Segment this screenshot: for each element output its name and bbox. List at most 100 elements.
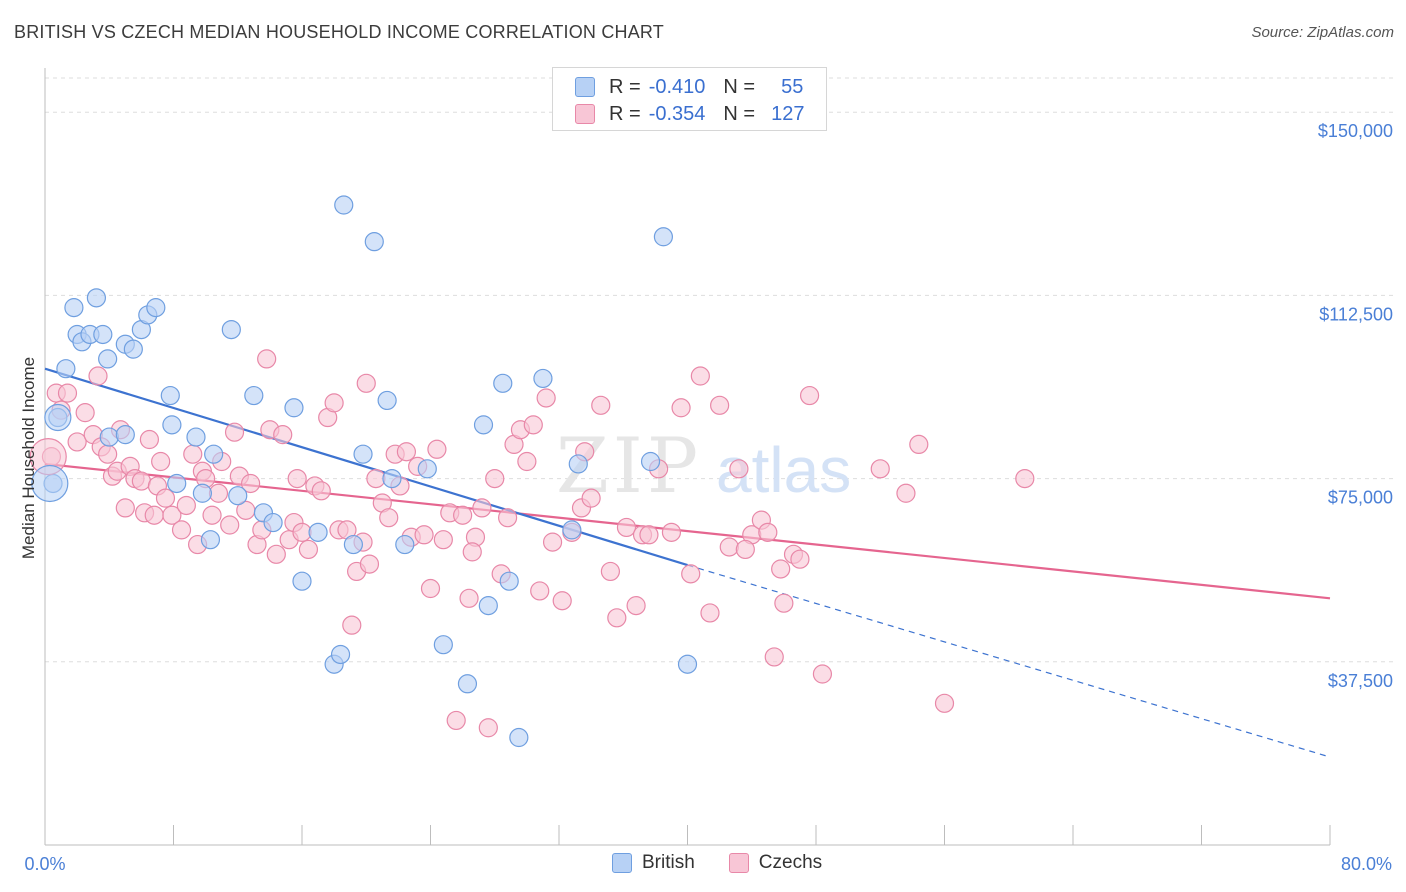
czech-point [542, 532, 563, 552]
british-point [186, 427, 206, 447]
british-point [204, 444, 224, 464]
british-point [308, 522, 328, 542]
czechs-legend-label: Czechs [758, 852, 823, 873]
british-r-label: R = [609, 75, 641, 98]
czech-point [462, 542, 482, 562]
czech-point [257, 349, 277, 369]
czech-point [735, 539, 755, 560]
british-point [56, 359, 76, 379]
czech-point [427, 439, 447, 459]
czech-point [208, 483, 229, 503]
british-point [263, 512, 283, 533]
british-legend-label: British [642, 852, 695, 873]
czech-point [690, 366, 710, 386]
british-point [86, 288, 107, 308]
czech-point [523, 415, 543, 435]
british-point [44, 403, 72, 432]
czech-point [292, 522, 312, 542]
czech-point [433, 530, 453, 550]
czech-point [162, 505, 182, 525]
series-legend: British Czechs [612, 852, 856, 874]
czech-point [139, 429, 160, 450]
british-point [640, 451, 661, 472]
czech-point [131, 471, 151, 491]
british-point [382, 468, 402, 489]
czech-point [591, 395, 611, 415]
czech-point [67, 432, 87, 452]
british-point [364, 232, 384, 252]
czech-point [183, 444, 203, 464]
czech-point [396, 442, 417, 462]
czech-point [552, 591, 572, 611]
british-point [99, 427, 119, 447]
y-tick-label: $37,500 [1328, 671, 1393, 691]
czech-point [870, 459, 890, 479]
czech-point [273, 425, 293, 445]
czech-point [356, 373, 376, 393]
british-point [653, 227, 674, 247]
british-point [93, 324, 113, 345]
x-tick-label-max: 80.0% [1341, 854, 1392, 874]
czech-point [155, 488, 176, 508]
czech-point [799, 385, 820, 406]
british-point [343, 534, 363, 555]
czechs-n-value: 127 [771, 102, 805, 125]
czech-point [485, 468, 505, 489]
british-point [284, 398, 304, 418]
british-point [115, 425, 135, 445]
czech-point [115, 498, 135, 518]
czech-point [342, 615, 362, 635]
british-point [509, 727, 529, 748]
czech-point [453, 505, 473, 525]
british-point [417, 459, 437, 479]
british-point [192, 483, 213, 503]
czechs-r-label: R = [609, 102, 641, 125]
czech-point [758, 522, 778, 542]
british-point [353, 444, 373, 464]
british-point [377, 390, 397, 411]
czech-point [498, 508, 518, 528]
czech-point [446, 710, 466, 731]
czech-point [420, 578, 441, 599]
czech-point [1015, 468, 1035, 489]
czech-point [719, 537, 739, 557]
czech-point [607, 608, 627, 628]
czech-point [600, 561, 621, 582]
british-r-value: -0.410 [648, 75, 706, 98]
british-point [457, 674, 478, 694]
british-point [162, 415, 182, 435]
british-point [160, 385, 180, 406]
stats-legend: R = -0.410 N = 55 R = -0.354 N = 127 [552, 67, 827, 131]
british-point [64, 298, 84, 318]
legend-row-czechs: R = -0.354 N = 127 [575, 102, 804, 126]
czech-point [414, 525, 434, 545]
y-tick-label: $112,500 [1319, 304, 1393, 324]
czechs-r-value: -0.354 [648, 102, 706, 125]
british-point [478, 596, 498, 616]
legend-item-british[interactable]: British [612, 852, 695, 874]
british-point [221, 319, 241, 340]
british-point [473, 415, 494, 435]
czech-point [144, 505, 164, 525]
czech-point [75, 403, 95, 423]
czech-point [366, 468, 386, 489]
czech-point [472, 498, 492, 518]
czech-point [536, 388, 556, 408]
y-tick-label: $75,000 [1328, 488, 1393, 508]
british-point [200, 530, 221, 550]
czechs-n-label: N = [723, 102, 756, 125]
chart-title: BRITISH VS CZECH MEDIAN HOUSEHOLD INCOME… [14, 22, 665, 42]
british-point [568, 454, 588, 474]
british-point [228, 486, 248, 506]
british-point [677, 654, 698, 674]
legend-item-czechs[interactable]: Czechs [728, 852, 823, 874]
czech-point [266, 544, 286, 564]
x-tick-label-min: 0.0% [24, 854, 65, 874]
czech-point [359, 554, 380, 574]
czech-point [88, 366, 108, 386]
y-axis-label: Median Household Income [19, 357, 38, 559]
czech-point [616, 517, 637, 538]
czech-point [700, 603, 720, 623]
british-point [493, 373, 513, 393]
czech-point [311, 481, 331, 501]
